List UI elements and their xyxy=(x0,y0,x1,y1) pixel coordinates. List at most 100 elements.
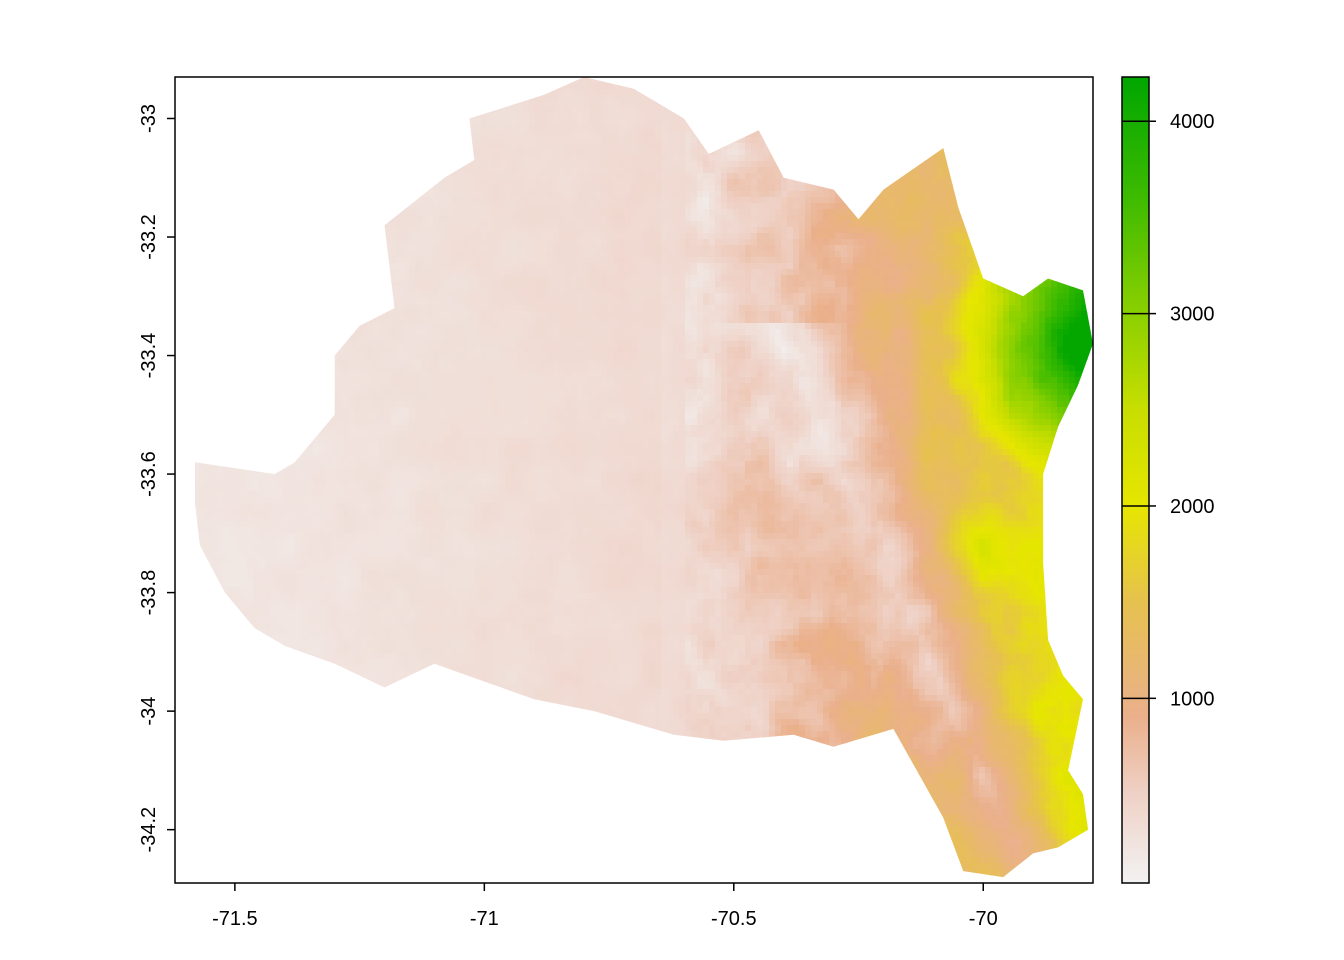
raster-cell xyxy=(175,89,182,96)
raster-cell xyxy=(319,161,326,168)
raster-cell xyxy=(247,215,254,222)
raster-cell xyxy=(349,185,356,192)
raster-cell xyxy=(475,131,482,138)
raster-cell xyxy=(607,125,614,132)
raster-cell xyxy=(487,191,494,198)
raster-cell xyxy=(757,131,764,138)
raster-cell xyxy=(673,227,680,234)
raster-cell xyxy=(433,155,440,162)
raster-cell xyxy=(595,95,602,102)
raster-cell xyxy=(859,155,866,162)
raster-cell xyxy=(985,215,992,222)
raster-cell xyxy=(637,257,644,264)
raster-cell xyxy=(1033,233,1040,240)
raster-cell xyxy=(877,191,884,198)
raster-cell xyxy=(439,221,446,228)
raster-cell xyxy=(745,263,752,270)
raster-cell xyxy=(847,77,854,84)
raster-cell xyxy=(195,119,200,126)
raster-cell xyxy=(991,191,998,198)
raster-cell xyxy=(751,233,758,240)
raster-cell xyxy=(805,77,812,84)
raster-cell xyxy=(703,149,710,156)
raster-cell xyxy=(499,227,506,234)
raster-cell xyxy=(991,131,998,138)
raster-cell xyxy=(199,233,206,240)
raster-cell xyxy=(241,203,248,210)
raster-cell xyxy=(223,221,230,228)
raster-cell xyxy=(727,143,734,150)
raster-cell xyxy=(271,161,278,168)
raster-cell xyxy=(1075,113,1082,120)
raster-cell xyxy=(361,155,368,162)
raster-cell xyxy=(985,203,992,210)
raster-cell xyxy=(595,257,602,264)
raster-cell xyxy=(649,101,656,108)
raster-cell xyxy=(1081,191,1088,198)
raster-cell xyxy=(793,161,800,168)
raster-cell xyxy=(259,125,266,132)
raster-cell xyxy=(907,161,914,168)
raster-cell xyxy=(787,239,794,246)
raster-cell xyxy=(529,95,536,102)
raster-cell xyxy=(283,191,290,198)
raster-cell xyxy=(1039,185,1046,192)
raster-cell xyxy=(619,83,626,90)
raster-cell xyxy=(685,269,692,276)
raster-cell xyxy=(253,89,260,96)
raster-cell xyxy=(589,83,596,90)
raster-cell xyxy=(397,89,404,96)
raster-cell xyxy=(787,89,794,96)
raster-cell xyxy=(1009,215,1016,222)
raster-cell xyxy=(247,263,254,270)
raster-cell xyxy=(523,77,530,84)
raster-cell xyxy=(997,209,1004,216)
raster-cell xyxy=(895,251,902,258)
raster-cell xyxy=(343,221,350,228)
raster-cell xyxy=(199,155,206,162)
raster-cell xyxy=(1063,155,1070,162)
raster-cell xyxy=(829,257,836,264)
raster-cell xyxy=(277,185,284,192)
raster-cell xyxy=(763,119,770,126)
raster-cell xyxy=(1015,221,1022,228)
raster-cell xyxy=(763,245,770,252)
raster-cell xyxy=(421,179,428,186)
raster-cell xyxy=(385,227,392,234)
raster-cell xyxy=(961,77,968,84)
raster-cell xyxy=(769,89,776,96)
raster-cell xyxy=(841,77,848,84)
raster-cell xyxy=(991,89,998,96)
raster-cell xyxy=(259,221,266,228)
raster-cell xyxy=(277,125,284,132)
raster-cell xyxy=(463,239,470,246)
raster-cell xyxy=(1069,101,1076,108)
raster-cell xyxy=(373,203,380,210)
raster-cell xyxy=(895,221,902,228)
raster-cell xyxy=(859,179,866,186)
raster-cell xyxy=(547,155,554,162)
raster-cell xyxy=(211,137,218,144)
raster-cell xyxy=(247,221,254,228)
raster-cell xyxy=(385,179,392,186)
raster-cell xyxy=(973,173,980,180)
raster-cell xyxy=(841,191,848,198)
raster-cell xyxy=(541,185,548,192)
raster-cell xyxy=(415,101,422,108)
raster-cell xyxy=(469,89,476,96)
raster-cell xyxy=(913,119,920,126)
raster-cell xyxy=(679,107,686,114)
raster-cell xyxy=(811,197,818,204)
raster-cell xyxy=(745,131,752,138)
raster-cell xyxy=(337,215,344,222)
raster-cell xyxy=(649,149,656,156)
raster-cell xyxy=(307,227,314,234)
raster-cell xyxy=(853,251,860,258)
raster-cell xyxy=(841,263,848,270)
raster-cell xyxy=(289,119,296,126)
raster-cell xyxy=(195,239,200,246)
raster-cell xyxy=(1057,173,1064,180)
raster-cell xyxy=(895,167,902,174)
raster-cell xyxy=(307,131,314,138)
raster-cell xyxy=(1051,209,1058,216)
